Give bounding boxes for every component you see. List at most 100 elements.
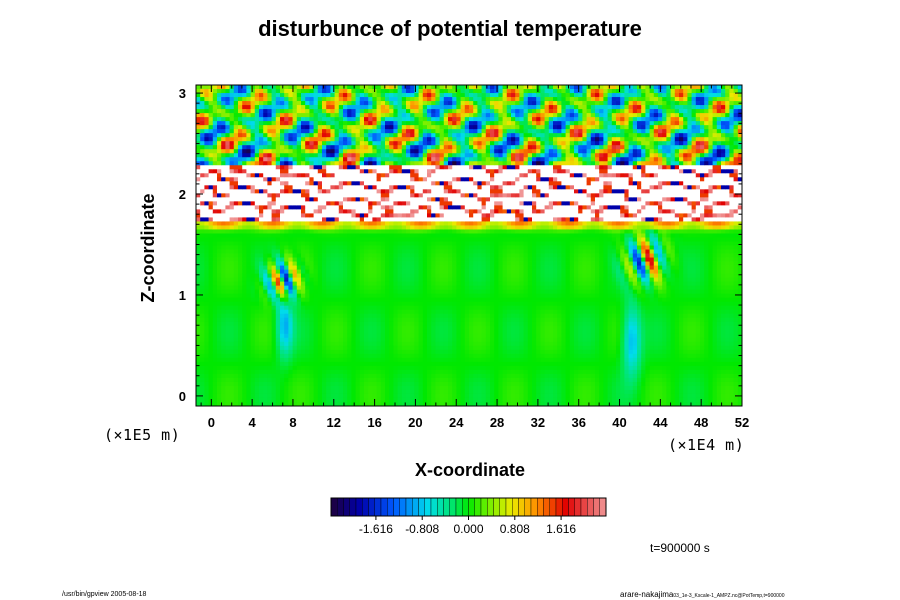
heatmap-cell (330, 389, 335, 395)
heatmap-cell (322, 337, 327, 343)
heatmap-cell (406, 297, 411, 303)
heatmap-cell (326, 277, 331, 283)
heatmap-cell (246, 289, 251, 295)
heatmap-cell (397, 169, 403, 174)
heatmap-cell (380, 165, 386, 170)
heatmap-cell (254, 89, 260, 94)
heatmap-cell (263, 241, 268, 246)
heatmap-cell (246, 161, 251, 166)
heatmap-cell (418, 117, 424, 122)
heatmap-cell (284, 113, 289, 118)
heatmap-cell (246, 281, 251, 287)
heatmap-cell (271, 277, 277, 283)
heatmap-cell (359, 329, 365, 335)
heatmap-cell (351, 125, 356, 130)
heatmap-cell (288, 145, 293, 150)
heatmap-cell (364, 369, 369, 375)
heatmap-cell (401, 257, 407, 262)
heatmap-cell (200, 253, 205, 258)
heatmap-cell (229, 305, 235, 311)
heatmap-cell (410, 353, 415, 359)
heatmap-cell (301, 377, 306, 383)
heatmap-cell (204, 197, 209, 202)
heatmap-cell (338, 213, 344, 218)
heatmap-cell (343, 213, 348, 218)
heatmap-cell (246, 233, 251, 238)
heatmap-cell (263, 213, 268, 218)
heatmap-cell (212, 305, 218, 311)
heatmap-cell (393, 217, 398, 222)
heatmap-cell (452, 189, 457, 194)
heatmap-cell (212, 161, 218, 166)
heatmap-cell (435, 189, 440, 194)
heatmap-cell (443, 169, 449, 174)
heatmap-cell (435, 125, 440, 130)
heatmap-cell (280, 149, 285, 154)
heatmap-cell (263, 253, 268, 258)
heatmap-cell (410, 313, 415, 319)
heatmap-cell (267, 265, 272, 270)
heatmap-cell (221, 245, 226, 250)
heatmap-cell (376, 389, 382, 395)
heatmap-cell (343, 133, 348, 138)
heatmap-cell (355, 209, 361, 214)
heatmap-cell (275, 261, 281, 266)
heatmap-cell (196, 281, 201, 287)
heatmap-cell (284, 265, 289, 270)
heatmap-cell (376, 225, 382, 230)
heatmap-cell (196, 289, 201, 295)
heatmap-cell (351, 89, 356, 94)
heatmap-cell (439, 237, 445, 242)
heatmap-cell (212, 321, 218, 327)
heatmap-cell (242, 149, 247, 154)
heatmap-cell (313, 337, 319, 343)
heatmap-cell (439, 137, 445, 142)
heatmap-cell (208, 273, 214, 278)
heatmap-cell (271, 113, 277, 118)
heatmap-cell (229, 281, 235, 287)
heatmap-cell (292, 193, 298, 198)
heatmap-cell (364, 341, 369, 347)
heatmap-cell (250, 217, 256, 222)
heatmap-cell (343, 245, 348, 250)
heatmap-cell (322, 185, 327, 190)
heatmap-cell (372, 141, 377, 146)
heatmap-cell (221, 129, 226, 134)
heatmap-cell (233, 173, 239, 178)
heatmap-cell (212, 213, 218, 218)
heatmap-cell (208, 201, 214, 206)
heatmap-cell (406, 241, 411, 246)
heatmap-cell (292, 201, 298, 206)
heatmap-cell (263, 93, 268, 98)
heatmap-cell (259, 197, 264, 202)
heatmap-cell (250, 253, 256, 258)
heatmap-cell (225, 221, 230, 226)
heatmap-cell (330, 257, 335, 262)
heatmap-cell (355, 133, 361, 138)
heatmap-cell (305, 397, 310, 403)
heatmap-cell (233, 285, 239, 291)
heatmap-cell (259, 341, 264, 347)
heatmap-cell (343, 161, 348, 166)
heatmap-cell (355, 345, 361, 351)
heatmap-cell (275, 209, 281, 214)
heatmap-cell (448, 377, 453, 383)
heatmap-cell (301, 289, 306, 295)
heatmap-cell (212, 373, 218, 379)
heatmap-cell (368, 241, 373, 246)
heatmap-cell (410, 237, 415, 242)
heatmap-cell (284, 369, 289, 375)
heatmap-cell (338, 289, 344, 295)
heatmap-cell (456, 101, 461, 106)
heatmap-cell (443, 397, 449, 403)
heatmap-cell (221, 141, 226, 146)
heatmap-cell (305, 257, 310, 262)
heatmap-cell (326, 341, 331, 347)
heatmap-cell (196, 125, 201, 130)
heatmap-cell (439, 153, 445, 158)
heatmap-cell (343, 149, 348, 154)
heatmap-cell (275, 397, 281, 403)
heatmap-cell (338, 193, 344, 198)
heatmap-cell (368, 249, 373, 254)
heatmap-cell (212, 249, 218, 254)
